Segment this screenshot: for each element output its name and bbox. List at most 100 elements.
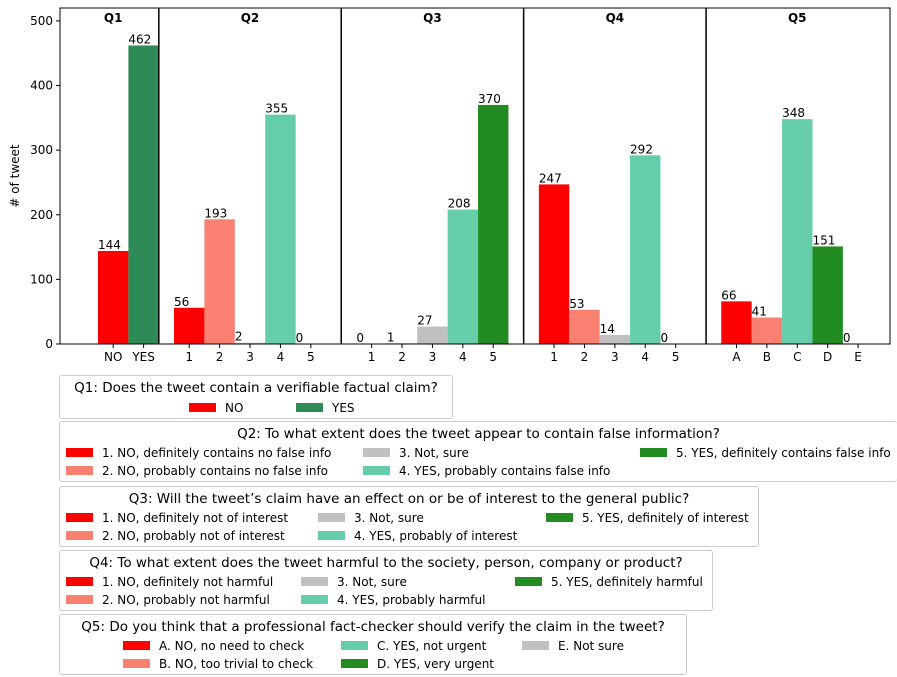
x-tick-label: 3 xyxy=(429,350,437,364)
x-tick-label: E xyxy=(854,350,862,364)
legend-q2-item-3: 3. Not, sure xyxy=(363,446,469,460)
legend-q4-item-4: 4. YES, probably harmful xyxy=(301,593,485,607)
panel-title: Q5 xyxy=(788,11,807,25)
legend-q2: Q2: To what extent does the tweet appear… xyxy=(59,421,897,482)
legend-q5-item-b: B. NO, too trivial to check xyxy=(123,657,313,671)
legend-swatch xyxy=(341,641,368,650)
bar xyxy=(417,326,448,344)
legend-q4-item-2: 2. NO, probably not harmful xyxy=(66,593,270,607)
legend-swatch xyxy=(301,577,328,586)
data-label: 151 xyxy=(812,233,835,247)
y-tick-label: 300 xyxy=(30,143,53,157)
legend-q4-item-5: 5. YES, definitely harmful xyxy=(515,575,703,589)
y-tick-label: 0 xyxy=(45,337,53,351)
legend-q3-item-4: 4. YES, probably of interest xyxy=(318,529,517,543)
data-label: 193 xyxy=(204,206,227,220)
legend-q3-item-1: 1. NO, definitely not of interest xyxy=(66,511,288,525)
x-tick-label: 3 xyxy=(611,350,619,364)
bar xyxy=(721,301,752,344)
legend-q2-item-5: 5. YES, definitely contains false info xyxy=(640,446,891,460)
bar xyxy=(447,209,479,344)
legend-swatch xyxy=(66,448,93,457)
x-tick-label: 4 xyxy=(459,350,467,364)
legend-swatch xyxy=(341,659,368,668)
bar xyxy=(204,219,235,344)
legend-swatch xyxy=(318,531,345,540)
data-label: 348 xyxy=(782,106,805,120)
x-tick-label: 4 xyxy=(641,350,649,364)
y-tick-label: 200 xyxy=(30,208,53,222)
data-label: 0 xyxy=(843,331,851,345)
x-tick-label: C xyxy=(793,350,801,364)
legend-swatch xyxy=(296,403,323,412)
legend-swatch xyxy=(123,641,150,650)
data-label: 355 xyxy=(265,102,288,116)
plot-frame xyxy=(59,7,891,345)
panel-title: Q3 xyxy=(423,11,442,25)
data-label: 0 xyxy=(356,331,364,345)
legend-swatch xyxy=(66,531,93,540)
bar xyxy=(128,45,159,344)
legend-swatch xyxy=(66,513,93,522)
data-label: 208 xyxy=(448,197,471,211)
legend-q5-item-d: D. YES, very urgent xyxy=(341,657,494,671)
legend-q5-item-c: C. YES, not urgent xyxy=(341,639,486,653)
bar xyxy=(478,104,509,344)
data-label: 53 xyxy=(569,297,584,311)
legend-q5-item-a: A. NO, no need to check xyxy=(123,639,304,653)
legend-q3-item-5: 5. YES, definitely of interest xyxy=(546,511,749,525)
data-label: 247 xyxy=(539,171,562,185)
legend-swatch xyxy=(301,595,328,604)
x-tick-label: 1 xyxy=(368,350,376,364)
bar xyxy=(569,309,600,344)
legend-swatch xyxy=(515,577,542,586)
data-label: 41 xyxy=(752,305,767,319)
data-label: 2 xyxy=(235,330,243,344)
data-label: 66 xyxy=(721,288,736,302)
x-tick-label: 2 xyxy=(398,350,406,364)
data-label: 14 xyxy=(600,322,615,336)
bar xyxy=(538,184,570,344)
legend-swatch xyxy=(189,403,216,412)
x-tick-label: D xyxy=(823,350,832,364)
data-label: 56 xyxy=(174,295,189,309)
bar xyxy=(812,246,843,344)
x-tick-label: 3 xyxy=(246,350,254,364)
bar xyxy=(599,334,631,344)
y-tick-label: 500 xyxy=(30,14,53,28)
bar xyxy=(98,250,129,344)
legend-swatch xyxy=(640,448,667,457)
x-tick-label: 4 xyxy=(277,350,285,364)
legend-q4-item-1: 1. NO, definitely not harmful xyxy=(66,575,273,589)
panel-title: Q2 xyxy=(241,11,260,25)
legend-q5-item-e: E. Not sure xyxy=(522,639,624,653)
legend-swatch xyxy=(363,448,390,457)
legend-q4-title: Q4: To what extent does the tweet harmfu… xyxy=(89,555,683,571)
data-label: 0 xyxy=(660,331,668,345)
legend-q1-item-yes: YES xyxy=(296,401,355,415)
legend-swatch xyxy=(318,513,345,522)
data-label: 370 xyxy=(478,92,501,106)
legend-swatch xyxy=(522,641,549,650)
bar xyxy=(630,155,661,344)
panel-title: Q1 xyxy=(104,11,123,25)
bar xyxy=(174,307,205,344)
legend-q5-title: Q5: Do you think that a professional fac… xyxy=(81,619,665,635)
x-tick-label: 1 xyxy=(550,350,558,364)
x-tick-label: 5 xyxy=(672,350,680,364)
data-label: 1 xyxy=(387,330,395,344)
y-tick-label: 100 xyxy=(30,272,53,286)
legend-q1: Q1: Does the tweet contain a verifiable … xyxy=(59,375,453,419)
x-tick-label: 2 xyxy=(581,350,589,364)
data-label: 462 xyxy=(128,32,151,46)
legend-q5: Q5: Do you think that a professional fac… xyxy=(59,614,687,675)
x-tick-label: YES xyxy=(131,350,155,364)
legend-swatch xyxy=(363,466,390,475)
legend-q3-item-2: 2. NO, probably not of interest xyxy=(66,529,285,543)
data-label: 144 xyxy=(98,238,121,252)
data-label: 0 xyxy=(296,331,304,345)
bar xyxy=(782,119,813,344)
legend-swatch xyxy=(123,659,150,668)
legend-swatch xyxy=(66,595,93,604)
